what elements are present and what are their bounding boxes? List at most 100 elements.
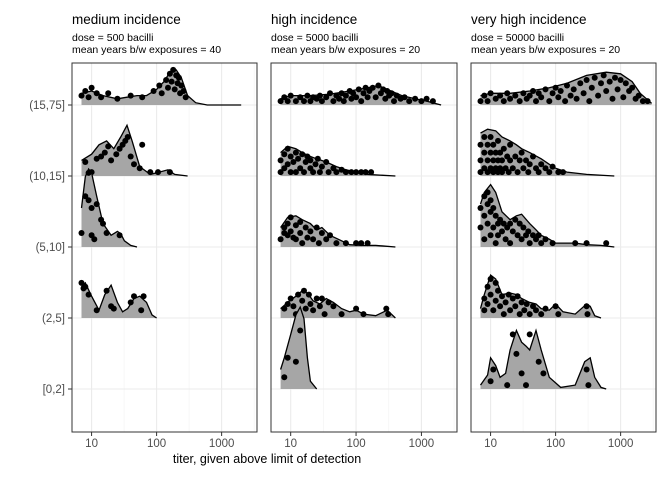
data-point [284, 220, 291, 227]
data-point [127, 153, 134, 160]
data-point [635, 92, 642, 99]
data-point [583, 303, 590, 310]
data-point [484, 283, 491, 290]
data-point [124, 134, 131, 140]
data-point [85, 197, 92, 204]
data-point [580, 90, 587, 97]
data-point [353, 94, 360, 101]
data-point [492, 279, 499, 286]
data-point [318, 163, 325, 170]
data-point [497, 92, 504, 99]
data-point [98, 153, 105, 160]
data-point [512, 153, 519, 160]
data-point [292, 149, 299, 156]
data-point [509, 331, 516, 338]
data-point [481, 92, 488, 99]
data-point [91, 236, 98, 243]
data-point [603, 240, 610, 247]
data-point [530, 88, 536, 94]
data-point [521, 307, 528, 314]
data-point [310, 169, 317, 176]
data-point [314, 155, 321, 162]
data-point [487, 90, 494, 97]
data-point [287, 214, 294, 221]
ridge-area [280, 307, 317, 389]
data-point [518, 149, 525, 156]
data-point [372, 94, 379, 101]
data-point [299, 297, 306, 304]
data-point [353, 305, 360, 312]
data-point [333, 169, 340, 176]
data-point [301, 169, 307, 176]
data-point [85, 291, 92, 298]
data-point [584, 311, 591, 318]
data-point [292, 358, 299, 365]
data-point [477, 169, 484, 176]
data-point [500, 145, 507, 152]
data-point [178, 82, 185, 89]
data-point [297, 327, 304, 334]
data-point [560, 169, 566, 176]
data-point [530, 153, 536, 160]
y-tick-label: [0,2] [43, 384, 65, 396]
y-tick-label: (2,5] [42, 313, 65, 325]
data-point [509, 165, 516, 172]
data-point [507, 95, 514, 102]
data-point [520, 165, 527, 172]
data-point [487, 149, 494, 156]
data-point [313, 224, 320, 231]
data-point [588, 84, 595, 91]
data-point [105, 90, 112, 97]
data-point [542, 86, 549, 93]
data-point [564, 82, 570, 89]
data-point [555, 311, 562, 318]
data-point [100, 220, 106, 227]
data-point [477, 141, 484, 148]
data-point [292, 236, 299, 243]
data-point [165, 84, 171, 91]
data-point [492, 297, 499, 304]
data-point [284, 145, 291, 152]
data-point [340, 98, 347, 105]
data-point [516, 157, 523, 164]
data-point [542, 305, 549, 312]
data-point [175, 74, 182, 81]
data-point [644, 98, 651, 105]
data-point [598, 80, 604, 87]
data-point [490, 205, 497, 211]
data-point [182, 94, 189, 101]
data-point [481, 134, 488, 140]
data-point [516, 220, 523, 227]
ridge-outline [81, 123, 188, 177]
data-point [555, 169, 562, 176]
data-point [290, 303, 297, 310]
data-point [629, 84, 636, 91]
data-point [492, 212, 499, 219]
data-point [302, 305, 309, 312]
data-point [526, 240, 533, 247]
x-tick-label: 10 [284, 438, 297, 450]
data-point [525, 228, 532, 235]
data-point [287, 153, 294, 160]
data-point [348, 169, 355, 176]
data-point [552, 84, 559, 91]
data-point [307, 228, 314, 235]
data-point [535, 232, 542, 239]
data-point [180, 88, 187, 94]
data-point [481, 193, 488, 200]
x-tick-label: 100 [546, 438, 565, 450]
data-point [614, 86, 621, 93]
data-point [353, 169, 360, 176]
ridge-outline [279, 305, 318, 390]
data-point [573, 95, 580, 102]
data-point [484, 189, 491, 196]
data-point [499, 293, 505, 300]
data-point [384, 88, 391, 94]
data-point [98, 94, 105, 101]
data-point [85, 94, 92, 101]
data-point [139, 141, 146, 148]
data-point [505, 169, 512, 176]
data-point [82, 88, 89, 94]
data-point [140, 293, 147, 300]
